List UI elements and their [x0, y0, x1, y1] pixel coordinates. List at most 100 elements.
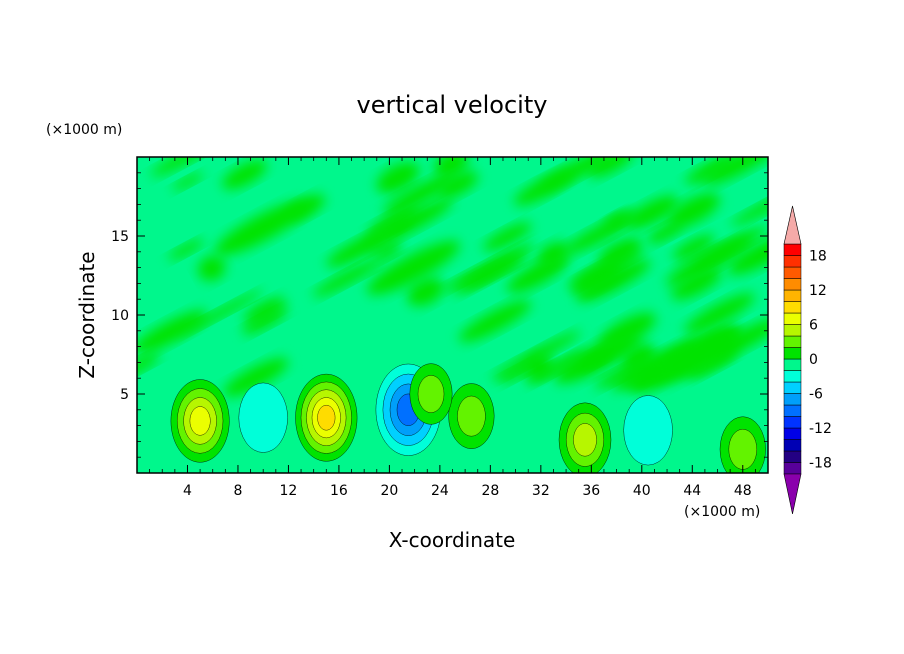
- x-tick-label: 44: [683, 483, 701, 499]
- x-tick-label: 36: [582, 483, 600, 499]
- colorbar-high-arrow: [783, 205, 802, 245]
- y-tick-label: 10: [111, 308, 129, 324]
- colorbar-swatch: [783, 255, 802, 268]
- colorbar-swatch: [783, 393, 802, 406]
- x-tick-label: 28: [481, 483, 499, 499]
- colorbar-tick-label: 0: [809, 352, 818, 368]
- velocity-cell: [409, 363, 453, 425]
- x-tick-label: 32: [532, 483, 550, 499]
- velocity-cell: [448, 383, 495, 449]
- texture-streak: [366, 240, 460, 295]
- colorbar-swatch: [783, 289, 802, 302]
- velocity-cell: [238, 382, 288, 453]
- texture-streak: [242, 308, 288, 335]
- x-axis-label: X-coordinate: [389, 528, 516, 552]
- colorbar-swatch: [783, 324, 802, 337]
- colorbar-swatch: [783, 266, 802, 279]
- x-tick-label: 48: [734, 483, 752, 499]
- texture-streak: [671, 268, 722, 300]
- texture-streak: [708, 318, 768, 360]
- texture-streak: [407, 277, 444, 307]
- colorbar-swatch: [783, 450, 802, 463]
- upper-texture: [137, 157, 768, 397]
- chart-title: vertical velocity: [357, 91, 548, 119]
- texture-streak: [576, 259, 651, 302]
- y-tick-label: 5: [120, 387, 129, 403]
- velocity-cell: [170, 379, 230, 463]
- colorbar-swatch: [783, 404, 802, 417]
- colorbar-swatch: [783, 243, 802, 256]
- texture-streak: [197, 255, 226, 281]
- colorbar-swatch: [783, 301, 802, 314]
- texture-streak: [513, 170, 575, 206]
- x-tick-label: 24: [431, 483, 449, 499]
- texture-streak: [597, 237, 642, 268]
- texture-streak: [437, 171, 479, 199]
- colorbar-swatch: [783, 416, 802, 429]
- texture-streak: [367, 206, 419, 237]
- texture-streak: [491, 331, 581, 380]
- texture-streak: [587, 157, 635, 178]
- contour-band: [238, 382, 288, 453]
- x-tick-label: 8: [233, 483, 242, 499]
- velocity-cell: [558, 402, 612, 473]
- texture-streak: [168, 239, 204, 260]
- texture-streak: [172, 172, 204, 191]
- colorbar-swatch: [783, 312, 802, 325]
- x-tick-label: 40: [633, 483, 651, 499]
- texture-streak: [727, 231, 768, 275]
- texture-streak: [372, 242, 403, 262]
- x-tick-label: 12: [280, 483, 298, 499]
- texture-streak: [382, 174, 455, 216]
- contour-band: [623, 395, 673, 466]
- colorbar-swatch: [783, 347, 802, 360]
- colorbar-low-arrow: [783, 473, 802, 515]
- texture-streak: [692, 226, 768, 268]
- x-tick-label: 4: [183, 483, 192, 499]
- texture-streak: [684, 293, 755, 334]
- contour-band: [317, 405, 336, 431]
- texture-streak: [440, 240, 536, 292]
- colorbar-tick-label: 6: [809, 318, 818, 334]
- texture-streak: [702, 157, 768, 186]
- texture-streak: [562, 211, 639, 255]
- y-unit-label: (×1000 m): [46, 122, 122, 138]
- colorbar-swatch: [783, 462, 802, 475]
- texture-streak: [223, 358, 289, 397]
- texture-streak: [385, 220, 411, 237]
- texture-streak: [685, 157, 737, 185]
- colorbar-swatch: [783, 278, 802, 291]
- velocity-cell: [719, 416, 766, 473]
- texture-streak: [452, 250, 531, 295]
- texture-streak: [537, 242, 570, 268]
- contour-band: [417, 375, 445, 413]
- x-tick-label: 20: [380, 483, 398, 499]
- texture-streak: [483, 222, 532, 252]
- colorbar-tick-label: -12: [809, 421, 832, 437]
- colorbar-swatch: [783, 439, 802, 452]
- colorbar-tick-label: 18: [809, 249, 827, 265]
- texture-streak: [222, 160, 268, 190]
- texture-streak: [137, 310, 208, 354]
- contour-band: [728, 428, 757, 470]
- velocity-cells: [170, 363, 766, 473]
- colorbar: 18 12 6 0 -6 -12 -18: [783, 205, 832, 515]
- contour-band: [189, 406, 211, 436]
- colorbar-swatch: [783, 358, 802, 371]
- texture-streak: [175, 289, 264, 338]
- x-unit-label: (×1000 m): [684, 504, 760, 520]
- x-axis: 4 8 12 16 20 24 28 32 36 40 44 48: [149, 157, 756, 499]
- texture-streak: [667, 193, 720, 228]
- y-axis: 5 10 15: [111, 172, 768, 458]
- velocity-cell: [623, 395, 673, 466]
- velocity-cell: [295, 373, 358, 462]
- plot-area: [137, 157, 768, 473]
- texture-streak: [243, 297, 286, 324]
- colorbar-tick-label: -6: [809, 387, 823, 403]
- texture-streak: [554, 333, 640, 384]
- colorbar-tick-label: -18: [809, 456, 832, 472]
- colorbar-swatch: [783, 427, 802, 440]
- x-tick-label: 16: [330, 483, 348, 499]
- texture-streak: [730, 188, 768, 227]
